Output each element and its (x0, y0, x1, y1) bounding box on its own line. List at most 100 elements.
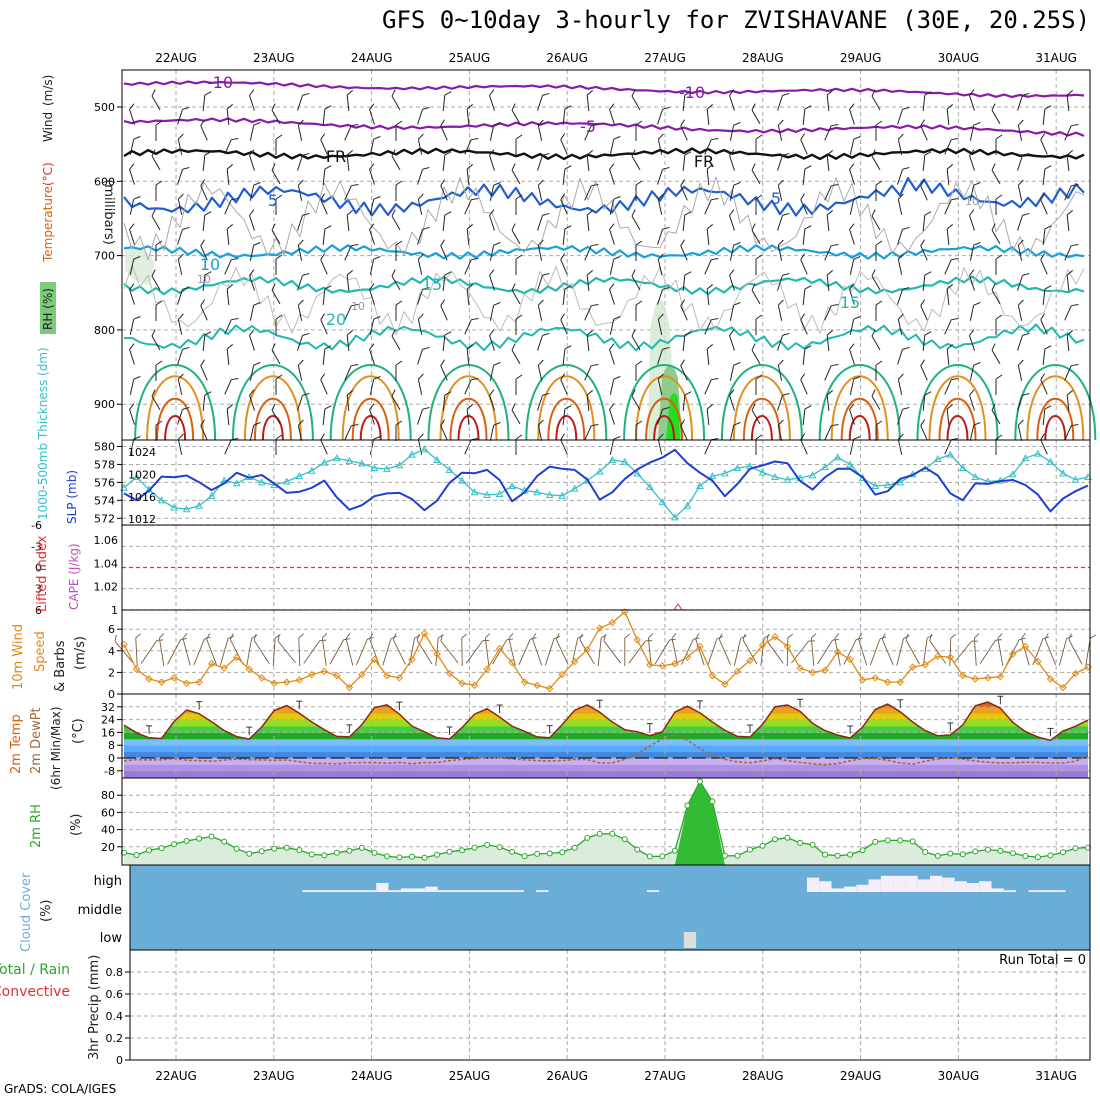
wind-barb-staff (177, 169, 183, 185)
wind-barb-flag (249, 89, 255, 96)
cloud-high-block (437, 890, 450, 892)
thickness-point (808, 471, 817, 479)
wind-barb (680, 239, 688, 261)
wind-barb-staff (346, 394, 350, 412)
wind-barb-staff (466, 228, 470, 246)
wind-barb (129, 316, 141, 335)
top-day-label-30AUG: 30AUG (938, 51, 980, 65)
wind-ytick-tick-label: 0 (108, 688, 115, 701)
wind-barb (249, 422, 261, 441)
wind-barb (849, 316, 861, 335)
thickness-point (495, 489, 504, 498)
wind-barb-flag (586, 330, 594, 336)
wind-barb-flag (1066, 150, 1074, 156)
wind-barb-staff (537, 125, 543, 141)
wind-barb-staff (271, 229, 281, 245)
wind-barb (369, 136, 381, 155)
wind-barb-staff (537, 395, 543, 411)
wind-barb-staff (369, 139, 375, 155)
temp-contour-30-arch (635, 375, 694, 441)
wind-barb-flag (297, 419, 304, 426)
wind-barb-staff (489, 245, 495, 261)
wind-barb-staff (969, 305, 975, 321)
wind-barb (155, 360, 163, 381)
wind-barb-flag (395, 180, 403, 186)
wind-barb (824, 243, 839, 261)
surface-wind-barb-flag (253, 634, 257, 641)
surface-wind-barb-staff (597, 638, 602, 666)
wind-barb-flag (471, 197, 479, 201)
wind-speed-point (658, 662, 667, 670)
wind-barb (466, 104, 474, 126)
wind-barb-flag (422, 406, 430, 410)
ylabel-wind-unit-10m: (m/s) (73, 636, 88, 670)
wind-barb (417, 286, 430, 305)
temp-contour-freezing-inner (123, 151, 1085, 163)
surface-wind-barb (905, 633, 920, 665)
wind-barb (1066, 390, 1074, 412)
wind-barb-flag (826, 150, 834, 156)
wind-barb-flag (755, 434, 763, 440)
wind-barb (322, 165, 332, 186)
wind-barb (995, 374, 1003, 395)
wind-barb-flag (875, 420, 883, 426)
wind-barb (995, 254, 1003, 275)
wind-barb-flag (466, 164, 474, 170)
wind-barb-flag (226, 224, 234, 230)
wind-barb (249, 269, 255, 291)
surface-wind-barb-flag (929, 634, 933, 641)
wind-barb-staff (777, 275, 783, 291)
wind-barb-staff (1017, 125, 1023, 141)
wind-barb (129, 256, 141, 275)
wind-barb-staff (1042, 288, 1046, 306)
wind-barb-flag (511, 283, 516, 291)
wind-barb-flag (417, 373, 424, 380)
wind-barb-flag (391, 389, 396, 397)
wind-barb (297, 179, 304, 201)
wind-barb-flag (729, 149, 735, 156)
wind-barb-flag (920, 419, 926, 426)
wind-barb (537, 152, 550, 171)
rh-point (934, 852, 941, 859)
rh-legend-swatch (40, 282, 56, 334)
wind-barb-staff (369, 349, 375, 365)
wind-barb (920, 419, 928, 441)
wind-barb-flag (182, 346, 190, 350)
wind-barb-flag (560, 433, 566, 440)
surface-wind-barb (369, 633, 380, 666)
thickness-point (683, 501, 692, 509)
wind-barb-staff (704, 139, 712, 155)
wind-barb-flag (609, 403, 615, 410)
wind-barb-staff (682, 274, 686, 292)
wind-barb (800, 133, 808, 155)
surface-wind-barb-staff (1058, 638, 1068, 666)
wind-barb (875, 420, 883, 441)
surface-wind-barb-staff (382, 638, 392, 666)
wind-barb (777, 239, 784, 261)
wind-barb-flag (537, 179, 544, 186)
temp-contour-35-arch (547, 397, 586, 441)
wind-barb-staff (537, 185, 543, 201)
cloud-high-block (893, 875, 906, 892)
wind-barb (635, 120, 643, 141)
wind-barb-staff (297, 425, 303, 441)
wind-barb-flag (800, 313, 806, 320)
wind-barb (995, 194, 1003, 215)
wind-barb-staff (202, 214, 206, 232)
wind-speed-point (971, 675, 980, 683)
wind-speed-point (959, 671, 967, 680)
surface-wind-barb (949, 633, 957, 667)
wind-barb-staff (824, 185, 832, 201)
wind-barb (515, 134, 523, 155)
rh-point (884, 837, 891, 844)
wind-barb-flag (751, 403, 756, 411)
rh-ytick-tick-label: 60 (101, 806, 115, 819)
wind-barb-flag (324, 285, 332, 290)
temp-band-4 (124, 745, 1088, 753)
wind-barb-staff (800, 199, 808, 215)
wind-barb-flag (711, 437, 719, 441)
wind-barb-flag (351, 123, 359, 127)
thickness-point (558, 491, 567, 499)
wind-barb-flag (586, 210, 594, 216)
wind-barb-staff (391, 275, 401, 291)
